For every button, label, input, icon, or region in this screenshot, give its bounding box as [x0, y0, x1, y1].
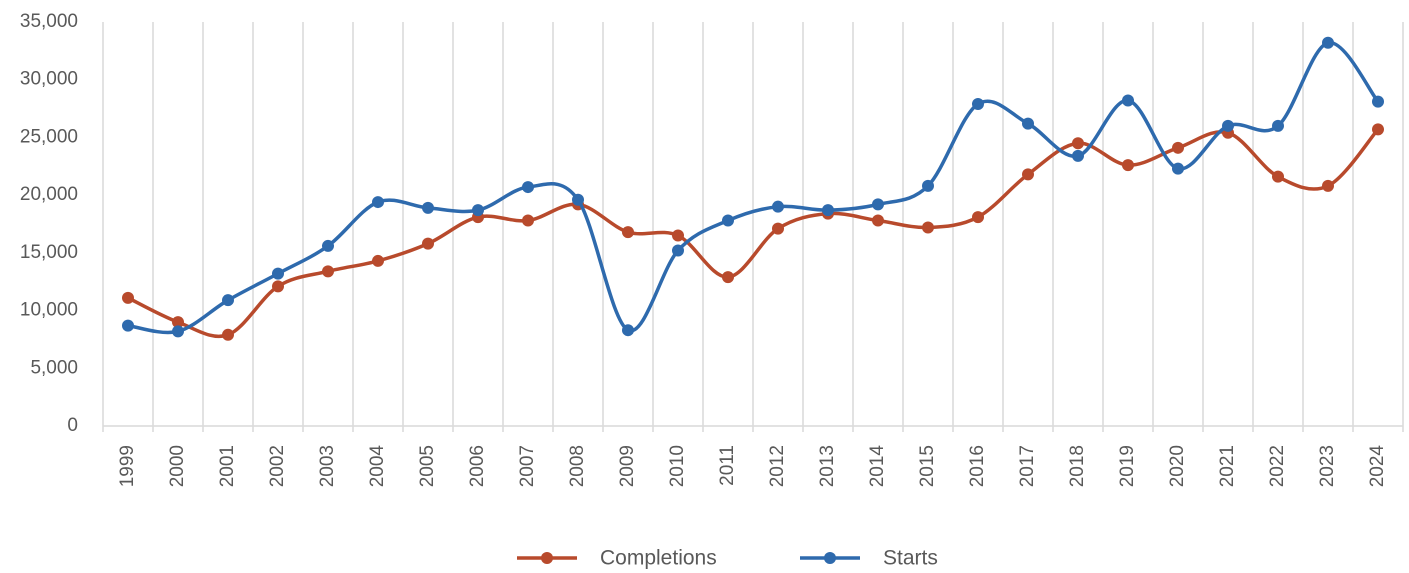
- marker: [922, 221, 934, 234]
- marker: [972, 97, 984, 110]
- marker: [772, 222, 784, 235]
- x-tick-label: 2001: [217, 445, 238, 487]
- x-tick-label: 2002: [267, 445, 288, 487]
- marker: [272, 267, 284, 280]
- x-tick-label: 2000: [167, 445, 188, 487]
- y-tick-label: 30,000: [20, 69, 78, 90]
- x-tick-label: 2004: [367, 445, 388, 488]
- marker: [622, 226, 634, 239]
- marker: [1272, 119, 1284, 132]
- x-tick-label: 2019: [1117, 445, 1138, 487]
- marker: [372, 196, 384, 209]
- marker: [1172, 162, 1184, 175]
- x-tick-label: 2022: [1267, 445, 1288, 487]
- marker: [672, 229, 684, 242]
- marker: [922, 179, 934, 192]
- marker: [322, 265, 334, 278]
- marker: [1172, 141, 1184, 154]
- x-tick-label: 2024: [1367, 445, 1388, 488]
- x-tick-label: 2010: [667, 445, 688, 487]
- marker: [1072, 149, 1084, 162]
- x-tick-label: 2006: [467, 445, 488, 487]
- x-tick-label: 2016: [967, 445, 988, 487]
- marker: [122, 319, 134, 332]
- marker: [1322, 36, 1334, 49]
- x-tick-label: 2012: [767, 445, 788, 487]
- marker: [972, 211, 984, 224]
- y-tick-label: 20,000: [20, 184, 78, 205]
- marker: [872, 198, 884, 211]
- marker: [722, 271, 734, 284]
- legend-label: Starts: [883, 547, 938, 570]
- marker: [1122, 159, 1134, 172]
- x-tick-label: 2013: [817, 445, 838, 487]
- y-tick-label: 10,000: [20, 300, 78, 321]
- marker: [1372, 123, 1384, 136]
- x-tick-label: 2009: [617, 445, 638, 487]
- marker: [872, 214, 884, 227]
- marker: [1072, 137, 1084, 150]
- marker: [322, 239, 334, 252]
- marker: [622, 324, 634, 337]
- y-tick-label: 35,000: [20, 11, 78, 32]
- legend-marker: [824, 552, 836, 564]
- marker: [472, 204, 484, 217]
- x-tick-label: 2014: [867, 445, 888, 488]
- marker: [1022, 168, 1034, 181]
- marker: [1322, 179, 1334, 192]
- legend-marker: [541, 552, 553, 564]
- marker: [1222, 119, 1234, 132]
- marker: [172, 325, 184, 338]
- x-tick-label: 2015: [917, 445, 938, 487]
- marker: [522, 181, 534, 194]
- x-tick-label: 2023: [1317, 445, 1338, 487]
- y-tick-label: 0: [67, 415, 78, 436]
- marker: [572, 193, 584, 206]
- marker: [1272, 170, 1284, 183]
- marker: [772, 200, 784, 213]
- x-tick-label: 2008: [567, 445, 588, 487]
- marker: [172, 316, 184, 329]
- marker: [1122, 94, 1134, 107]
- x-tick-label: 2007: [517, 445, 538, 487]
- x-tick-label: 2005: [417, 445, 438, 487]
- x-tick-label: 1999: [117, 445, 138, 487]
- marker: [522, 214, 534, 227]
- marker: [422, 201, 434, 214]
- marker: [272, 280, 284, 293]
- x-tick-label: 2017: [1017, 445, 1038, 487]
- y-tick-label: 25,000: [20, 126, 78, 147]
- x-tick-label: 2003: [317, 445, 338, 487]
- marker: [122, 291, 134, 304]
- y-tick-label: 5,000: [30, 357, 78, 378]
- marker: [1372, 95, 1384, 108]
- marker: [372, 254, 384, 267]
- marker: [672, 244, 684, 257]
- marker: [222, 328, 234, 341]
- x-tick-label: 2011: [717, 445, 738, 486]
- marker: [822, 204, 834, 217]
- y-tick-label: 15,000: [20, 242, 78, 263]
- legend-label: Completions: [600, 547, 717, 570]
- x-tick-label: 2018: [1067, 445, 1088, 487]
- marker: [1022, 117, 1034, 130]
- x-tick-label: 2021: [1217, 445, 1238, 487]
- marker: [722, 214, 734, 227]
- marker: [422, 237, 434, 250]
- marker: [222, 294, 234, 307]
- x-tick-label: 2020: [1167, 445, 1188, 487]
